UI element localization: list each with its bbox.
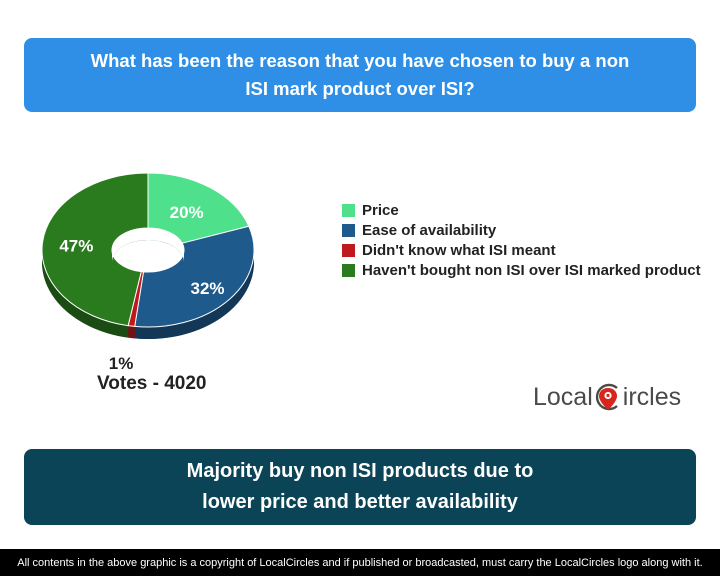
data-label-havent-bought: 47% xyxy=(59,237,93,256)
data-label-didnt-know: 1% xyxy=(109,354,134,370)
chart-legend: Price Ease of availability Didn't know w… xyxy=(342,200,701,280)
slice-edge-didnt-know xyxy=(128,325,135,339)
slice-edge-availability xyxy=(134,226,254,339)
copyright-footer: All contents in the above graphic is a c… xyxy=(0,549,720,576)
legend-swatch-havent-bought xyxy=(342,263,355,277)
slice-havent-bought xyxy=(41,172,149,327)
legend-item-availability: Ease of availability xyxy=(342,220,701,240)
logo-text-ircles: ircles xyxy=(622,382,682,411)
localcircles-logo: Local ircles xyxy=(533,380,681,414)
legend-item-price: Price xyxy=(342,200,701,220)
footer-text: All contents in the above graphic is a c… xyxy=(17,556,703,569)
legend-item-havent-bought: Haven't bought non ISI over ISI marked p… xyxy=(342,260,701,280)
donut-chart: 20% 32% 1% 47% xyxy=(41,172,255,370)
legend-swatch-didnt-know xyxy=(342,243,355,257)
summary-text: Majority buy non ISI products due to low… xyxy=(186,460,534,513)
summary-banner: Majority buy non ISI products due to low… xyxy=(24,449,696,525)
legend-item-didnt-know: Didn't know what ISI meant xyxy=(342,240,701,260)
localcircles-logo-icon xyxy=(593,380,623,414)
question-text: What has been the reason that you have c… xyxy=(90,50,630,99)
legend-label-availability: Ease of availability xyxy=(362,221,497,239)
legend-label-havent-bought: Haven't bought non ISI over ISI marked p… xyxy=(362,261,701,279)
legend-swatch-availability xyxy=(342,223,355,237)
slice-availability xyxy=(134,225,255,328)
donut-hole xyxy=(112,228,184,262)
votes-count: Votes - 4020 xyxy=(97,373,207,394)
logo-text-local: Local xyxy=(533,382,593,411)
data-label-price: 20% xyxy=(170,203,204,222)
legend-label-price: Price xyxy=(362,201,399,219)
question-banner: What has been the reason that you have c… xyxy=(24,38,696,112)
data-label-availability: 32% xyxy=(191,279,225,298)
legend-label-didnt-know: Didn't know what ISI meant xyxy=(362,241,556,259)
legend-swatch-price xyxy=(342,203,355,217)
